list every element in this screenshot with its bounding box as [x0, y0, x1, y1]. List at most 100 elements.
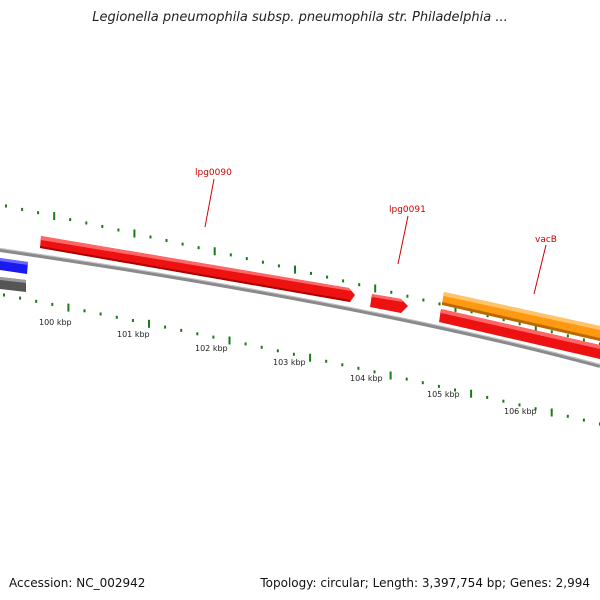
- upper-minor-tick: [406, 294, 409, 298]
- gene-lpg0090[interactable]: [40, 236, 355, 302]
- upper-minor-tick: [486, 314, 489, 318]
- gene-lpg0091[interactable]: [370, 294, 408, 313]
- lower-major-tick: [470, 389, 473, 398]
- gene-under-vacB[interactable]: [439, 309, 600, 359]
- gene-label-lpg0091: lpg0091: [389, 205, 426, 215]
- upper-major-tick: [53, 212, 56, 221]
- upper-major-tick: [213, 247, 216, 256]
- lower-minor-tick: [83, 309, 86, 313]
- upper-minor-tick: [245, 257, 248, 261]
- lower-minor-tick: [244, 342, 247, 346]
- lower-minor-tick: [51, 302, 54, 306]
- lower-major-tick: [148, 319, 150, 328]
- lower-minor-tick: [373, 370, 376, 374]
- lower-minor-tick: [502, 399, 505, 403]
- lower-minor-tick: [582, 418, 585, 422]
- gene-vacB[interactable]: [442, 292, 600, 341]
- scale-label-100kbp: 100 kbp: [39, 318, 72, 327]
- upper-minor-tick: [582, 338, 585, 342]
- upper-major-tick: [534, 323, 537, 332]
- upper-minor-tick: [470, 310, 473, 314]
- upper-minor-tick: [310, 271, 312, 275]
- lower-minor-tick: [276, 349, 279, 353]
- lower-tick-track: [3, 293, 600, 426]
- scale-label-104kbp: 104 kbp: [350, 374, 383, 383]
- lower-minor-tick: [35, 299, 38, 303]
- upper-minor-tick: [165, 239, 168, 242]
- upper-minor-tick: [229, 253, 232, 257]
- upper-minor-tick: [37, 211, 40, 215]
- lower-major-tick: [67, 303, 70, 312]
- scale-label-102kbp: 102 kbp: [195, 344, 228, 353]
- upper-minor-tick: [5, 204, 7, 208]
- lower-minor-tick: [437, 384, 440, 388]
- upper-minor-tick: [101, 225, 104, 228]
- scale-label-106kbp: 106 kbp: [504, 407, 537, 416]
- lower-minor-tick: [196, 332, 199, 336]
- accession-text: Accession: NC_002942: [9, 576, 146, 590]
- lpg0091-leader: [397, 215, 409, 265]
- upper-minor-tick: [342, 279, 345, 283]
- gene-label-lpg0090: lpg0090: [195, 168, 232, 178]
- upper-minor-tick: [149, 235, 152, 239]
- lower-minor-tick: [454, 388, 456, 392]
- upper-minor-tick: [518, 322, 521, 326]
- upper-minor-tick: [390, 290, 393, 294]
- upper-major-tick: [133, 229, 136, 238]
- lower-minor-tick: [518, 403, 521, 407]
- upper-minor-tick: [566, 334, 569, 338]
- genome-summary-text: Topology: circular; Length: 3,397,754 bp…: [260, 576, 590, 590]
- left-gene-grey-shade: [0, 277, 26, 283]
- left-gene-blue-shade: [0, 258, 28, 265]
- lpg0090-leader: [204, 178, 215, 228]
- lower-minor-tick: [131, 319, 134, 322]
- upper-minor-tick: [69, 218, 72, 222]
- scale-label-101kbp: 101 kbp: [117, 330, 150, 339]
- upper-minor-tick: [550, 330, 553, 334]
- upper-major-tick: [294, 265, 296, 274]
- genome-backbone: [0, 248, 600, 368]
- upper-minor-tick: [422, 298, 425, 302]
- upper-minor-tick: [117, 228, 120, 232]
- upper-minor-tick: [181, 242, 184, 246]
- upper-minor-tick: [438, 302, 441, 306]
- lower-major-tick: [550, 408, 553, 417]
- upper-minor-tick: [197, 246, 200, 250]
- genome-backbone-highlight: [0, 248, 600, 365]
- vacB-leader: [533, 244, 547, 295]
- lower-minor-tick: [212, 335, 215, 339]
- upper-minor-tick: [85, 221, 88, 225]
- lower-minor-tick: [405, 377, 408, 381]
- lower-minor-tick: [566, 414, 569, 418]
- upper-minor-tick: [21, 207, 24, 211]
- upper-major-tick: [374, 284, 377, 293]
- upper-minor-tick: [261, 260, 264, 264]
- lower-major-tick: [309, 353, 312, 362]
- lower-minor-tick: [325, 359, 328, 363]
- upper-minor-tick: [277, 264, 280, 268]
- lower-minor-tick: [164, 325, 167, 329]
- scale-label-103kbp: 103 kbp: [273, 358, 306, 367]
- upper-tick-track: [5, 204, 600, 346]
- upper-minor-tick: [326, 275, 329, 279]
- lower-minor-tick: [534, 407, 537, 411]
- lower-major-tick: [389, 371, 392, 380]
- lower-minor-tick: [115, 315, 118, 319]
- lower-minor-tick: [292, 352, 295, 356]
- map-title: Legionella pneumophila subsp. pneumophil…: [92, 10, 508, 25]
- lower-minor-tick: [19, 296, 22, 300]
- lower-major-tick: [228, 336, 231, 345]
- lower-minor-tick: [341, 363, 344, 367]
- lower-minor-tick: [421, 381, 424, 385]
- lower-minor-tick: [357, 366, 360, 370]
- lower-minor-tick: [99, 312, 102, 316]
- scale-label-105kbp: 105 kbp: [427, 390, 460, 399]
- upper-minor-tick: [502, 318, 505, 322]
- upper-minor-tick: [358, 283, 361, 287]
- lower-minor-tick: [486, 395, 489, 399]
- lower-minor-tick: [260, 345, 263, 349]
- lower-minor-tick: [3, 293, 5, 297]
- lower-minor-tick: [180, 328, 183, 332]
- gene-label-vacB: vacB: [535, 235, 557, 245]
